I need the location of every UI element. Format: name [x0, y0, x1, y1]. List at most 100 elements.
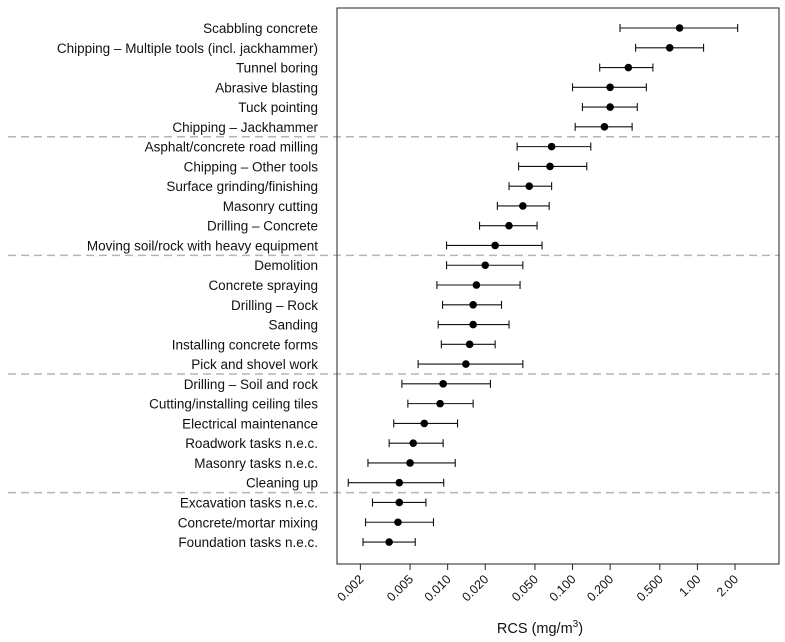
data-point — [462, 360, 470, 368]
task-row: Cleaning up — [246, 476, 445, 491]
task-label: Asphalt/concrete road milling — [145, 140, 318, 155]
group-separators — [8, 135, 779, 494]
data-point — [546, 162, 554, 171]
task-label: Sanding — [268, 318, 318, 333]
task-label: Foundation tasks n.e.c. — [178, 535, 318, 550]
data-point — [481, 261, 490, 270]
task-row: Demolition — [254, 258, 524, 273]
task-row: Masonry cutting — [223, 199, 550, 214]
data-point — [406, 459, 414, 467]
task-label: Masonry cutting — [223, 199, 318, 214]
task-label: Demolition — [254, 258, 318, 273]
task-row: Chipping – Jackhammer — [172, 120, 633, 135]
task-row: Electrical maintenance — [182, 416, 459, 431]
task-label: Scabbling concrete — [203, 21, 318, 36]
data-point — [505, 221, 513, 230]
task-label: Chipping – Jackhammer — [172, 120, 318, 135]
x-tick-label: 0.020 — [459, 572, 491, 604]
x-axis-label-text: RCS (mg/m — [497, 621, 573, 637]
task-row: Pick and shovel work — [191, 357, 524, 372]
task-row: Chipping – Other tools — [184, 159, 588, 174]
task-row: Scabbling concrete — [203, 21, 739, 36]
task-row: Roadwork tasks n.e.c. — [185, 436, 444, 451]
x-tick-label: 0.050 — [509, 572, 541, 604]
task-row: Concrete spraying — [208, 278, 521, 293]
task-label: Pick and shovel work — [191, 357, 318, 372]
task-label: Moving soil/rock with heavy equipment — [87, 238, 318, 253]
data-point — [665, 43, 674, 52]
x-tick-label: 0.002 — [334, 572, 366, 604]
task-label: Drilling – Soil and rock — [184, 377, 319, 392]
data-point — [519, 202, 527, 210]
data-point — [439, 380, 447, 388]
x-tick-label: 1.00 — [676, 572, 703, 599]
data-point — [491, 241, 499, 250]
data-point — [436, 399, 444, 408]
x-axis-label-suffix: ) — [578, 621, 583, 637]
x-tick-label: 0.200 — [584, 572, 616, 604]
task-label: Drilling – Concrete — [207, 219, 318, 234]
task-row: Drilling – Rock — [231, 298, 503, 313]
task-row: Concrete/mortar mixing — [178, 515, 435, 530]
data-point — [395, 478, 404, 487]
data-point — [394, 518, 402, 527]
task-label: Drilling – Rock — [231, 298, 318, 313]
data-point — [409, 439, 418, 447]
data-point — [420, 419, 429, 428]
task-label: Abrasive blasting — [215, 80, 318, 95]
task-row: Tunnel boring — [236, 61, 654, 76]
task-row: Drilling – Soil and rock — [184, 377, 491, 392]
task-label: Cutting/installing ceiling tiles — [149, 397, 318, 412]
task-rows: Scabbling concrete Chipping – Multiple to… — [57, 21, 739, 550]
task-row: Surface grinding/finishing — [166, 179, 553, 194]
task-label: Tunnel boring — [236, 61, 318, 76]
task-label: Surface grinding/finishing — [166, 179, 318, 194]
task-row: Installing concrete forms — [172, 337, 496, 352]
task-label: Cleaning up — [246, 476, 318, 491]
task-label: Masonry tasks n.e.c. — [194, 456, 318, 471]
task-row: Moving soil/rock with heavy equipment — [87, 238, 543, 253]
task-label: Chipping – Multiple tools (incl. jackham… — [57, 41, 318, 56]
data-point — [395, 498, 404, 507]
data-point — [600, 123, 609, 131]
task-row: Tuck pointing — [238, 100, 638, 115]
x-axis: 0.002 0.005 0.010 0.020 0.050 0.100 0.200 0.500… — [334, 564, 741, 604]
task-row: Masonry tasks n.e.c. — [194, 456, 456, 471]
task-row: Asphalt/concrete road milling — [145, 140, 592, 155]
task-label: Roadwork tasks n.e.c. — [185, 436, 318, 451]
data-point — [525, 182, 534, 190]
x-tick-label: 2.00 — [714, 572, 741, 599]
data-point — [624, 63, 633, 72]
x-tick-label: 0.500 — [634, 572, 666, 604]
task-row: Excavation tasks n.e.c. — [180, 495, 427, 510]
task-row: Abrasive blasting — [215, 80, 647, 95]
data-point — [469, 320, 477, 329]
task-row: Drilling – Concrete — [207, 219, 538, 234]
x-tick-label: 0.010 — [422, 572, 454, 604]
data-point — [465, 340, 474, 349]
x-tick-label: 0.100 — [547, 572, 579, 604]
task-label: Electrical maintenance — [182, 416, 318, 431]
task-row: Sanding — [268, 318, 510, 333]
plot-area-frame — [336, 7, 780, 565]
task-row: Foundation tasks n.e.c. — [178, 535, 416, 550]
task-label: Tuck pointing — [238, 100, 318, 115]
task-label: Concrete/mortar mixing — [178, 515, 318, 530]
task-label: Chipping – Other tools — [184, 159, 319, 174]
task-label: Concrete spraying — [208, 278, 318, 293]
task-label: Installing concrete forms — [172, 337, 319, 352]
data-point — [606, 83, 614, 92]
x-axis-label-superscript: 3 — [573, 619, 579, 630]
data-point — [675, 24, 684, 32]
data-point — [606, 103, 614, 111]
data-point — [472, 281, 481, 289]
data-point — [469, 300, 477, 309]
data-point — [547, 142, 556, 151]
x-axis-label: RCS (mg/m3) — [497, 619, 583, 637]
x-tick-label: 0.005 — [384, 572, 416, 604]
data-point — [385, 538, 393, 546]
task-row: Chipping – Multiple tools (incl. jackham… — [57, 41, 705, 56]
task-row: Cutting/installing ceiling tiles — [149, 397, 474, 412]
task-label: Excavation tasks n.e.c. — [180, 495, 318, 510]
